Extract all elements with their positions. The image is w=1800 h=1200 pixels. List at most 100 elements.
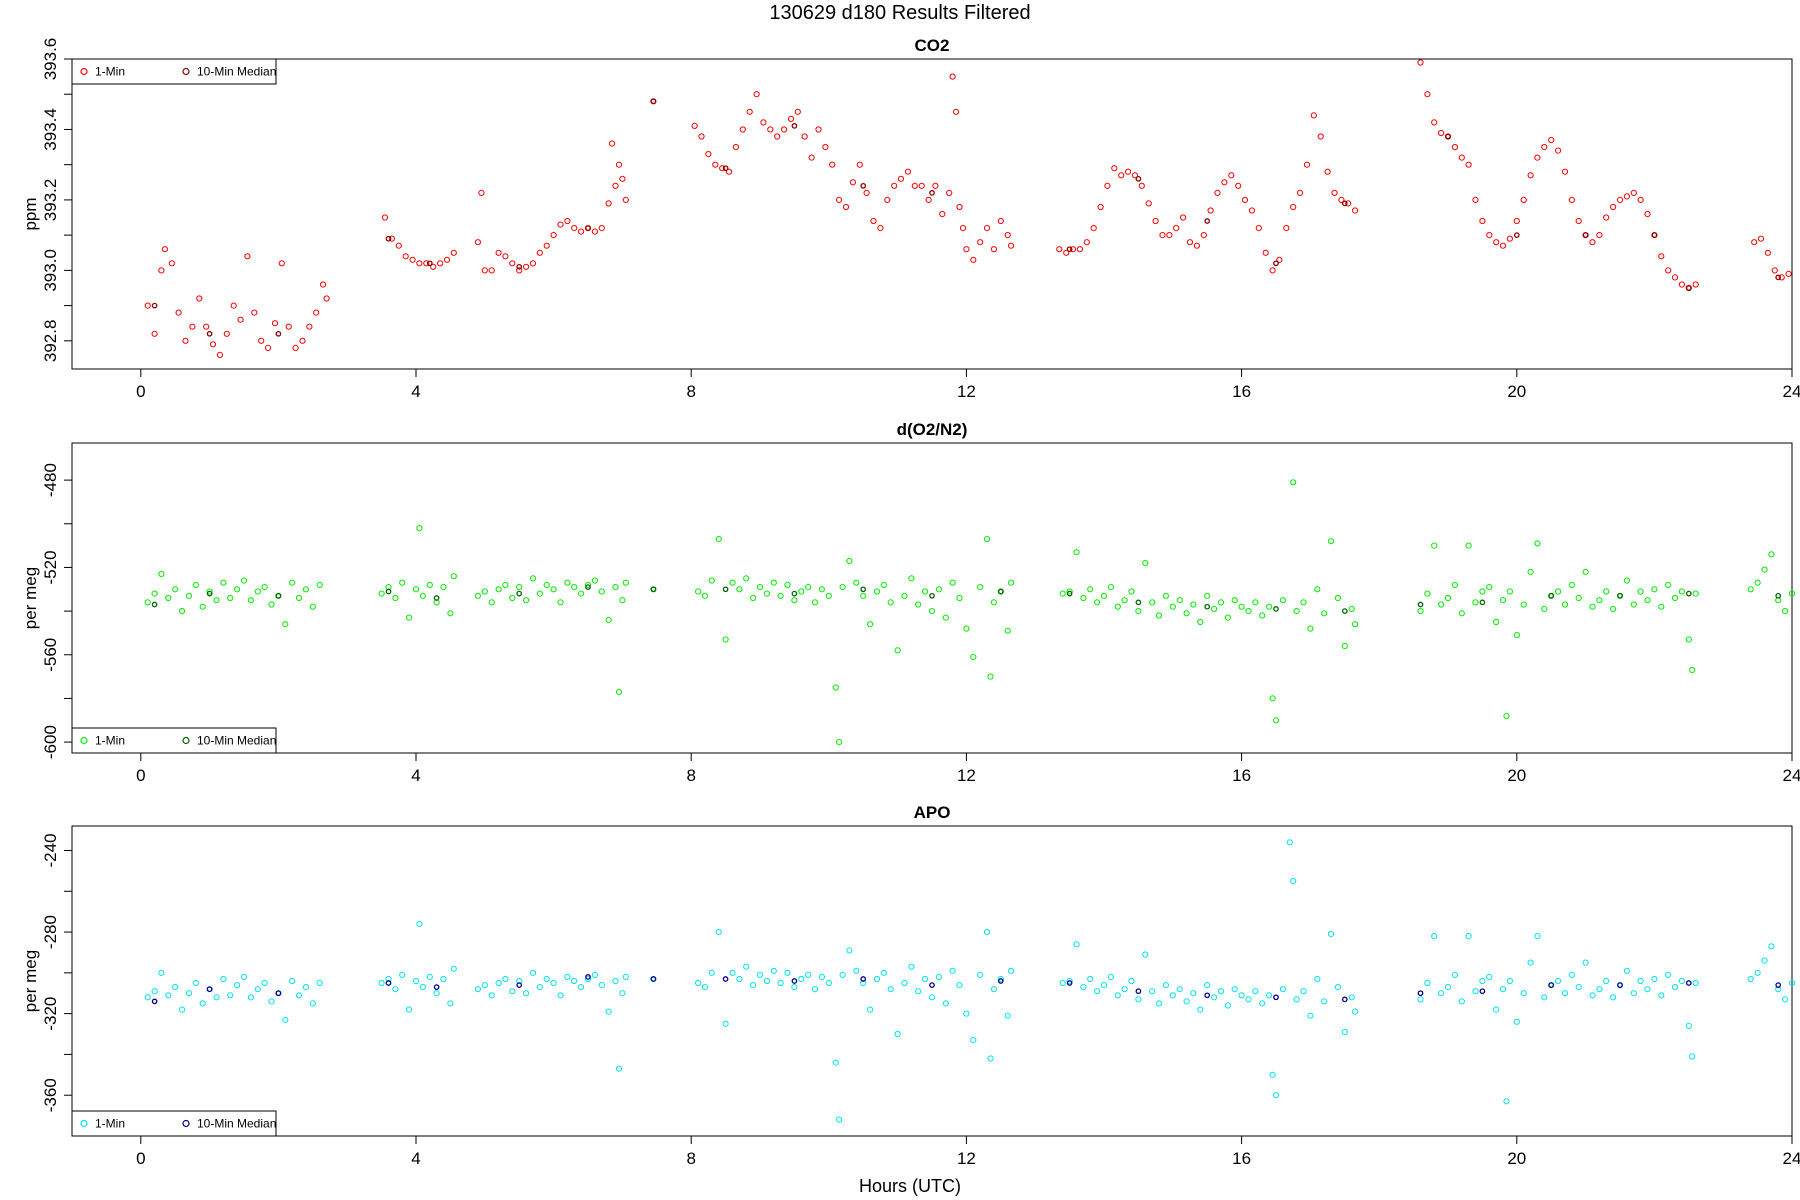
- data-point: [873, 975, 881, 983]
- data-point: [746, 108, 753, 115]
- legend-box: [71, 1110, 277, 1137]
- x-tick-label: 24: [1783, 1149, 1800, 1168]
- data-point: [990, 986, 998, 993]
- data-point: [1692, 590, 1699, 597]
- data-point: [1685, 980, 1692, 986]
- data-point: [320, 281, 327, 288]
- data-point: [880, 969, 887, 976]
- data-point: [1575, 594, 1582, 602]
- data-point: [1056, 246, 1063, 253]
- data-point: [918, 182, 925, 189]
- legend-marker: [80, 736, 88, 745]
- legend-marker: [80, 67, 88, 76]
- data-point: [1465, 161, 1472, 168]
- data-point: [1493, 1006, 1500, 1013]
- y-tick-label: 393.2: [41, 179, 60, 222]
- data-point: [1438, 990, 1445, 997]
- data-point: [1066, 980, 1073, 986]
- data-point: [1111, 165, 1118, 172]
- data-point: [725, 168, 733, 175]
- data-point: [891, 182, 898, 189]
- data-point: [949, 967, 956, 974]
- data-point: [1128, 977, 1135, 985]
- data-point: [1678, 281, 1686, 288]
- x-tick-label: 24: [1783, 766, 1800, 785]
- data-point: [1087, 975, 1094, 983]
- data-point: [722, 586, 729, 593]
- data-point: [777, 979, 784, 987]
- data-point: [1186, 239, 1194, 246]
- data-point: [1451, 144, 1459, 151]
- x-tick-label: 0: [136, 1149, 145, 1168]
- data-point: [1352, 1008, 1359, 1015]
- data-point: [908, 963, 915, 970]
- data-point: [1176, 986, 1183, 993]
- y-axis-label-o2n2: per meg: [21, 567, 40, 629]
- data-point: [158, 969, 165, 976]
- data-point: [805, 584, 812, 591]
- data-point: [1534, 933, 1541, 940]
- data-point: [1630, 601, 1637, 608]
- data-point: [206, 588, 213, 595]
- data-point: [591, 971, 599, 979]
- data-point: [770, 579, 777, 586]
- y-tick-label: -320: [41, 997, 60, 1031]
- data-point: [983, 929, 991, 936]
- data-point: [251, 309, 258, 316]
- data-point: [1107, 584, 1115, 591]
- data-point: [240, 973, 248, 981]
- data-point: [836, 196, 843, 203]
- data-point: [578, 590, 585, 597]
- data-point: [1458, 154, 1465, 161]
- data-point: [1224, 614, 1231, 621]
- data-point: [474, 592, 481, 599]
- data-point: [1293, 996, 1300, 1003]
- data-point: [1121, 986, 1128, 993]
- data-point: [509, 988, 516, 995]
- data-point: [426, 260, 433, 267]
- legend-apo: 1-Min 10-Min Median: [71, 1110, 277, 1137]
- data-point: [970, 1037, 977, 1044]
- data-point: [1472, 196, 1479, 203]
- data-point: [1637, 588, 1644, 595]
- data-point: [949, 579, 956, 586]
- data-point: [1173, 225, 1180, 232]
- data-point: [1665, 581, 1672, 589]
- data-point: [791, 590, 798, 597]
- data-point: [502, 253, 509, 260]
- data-point: [578, 228, 585, 235]
- data-point: [1417, 990, 1424, 997]
- data-point: [1513, 632, 1520, 639]
- data-point: [1269, 267, 1276, 274]
- data-point: [1665, 267, 1672, 274]
- data-point: [853, 967, 860, 974]
- data-point: [168, 260, 175, 267]
- data-point: [822, 144, 829, 151]
- data-point: [853, 579, 860, 586]
- data-point: [423, 260, 430, 267]
- data-point: [1142, 560, 1149, 567]
- data-point: [316, 581, 323, 589]
- data-point: [495, 249, 502, 256]
- data-point: [244, 253, 251, 260]
- data-point: [1238, 992, 1245, 999]
- data-point: [151, 988, 158, 995]
- series-co2-median: [151, 98, 1782, 337]
- data-point: [1658, 603, 1665, 610]
- data-point: [808, 154, 815, 161]
- data-point: [278, 260, 285, 267]
- data-point: [1472, 988, 1479, 995]
- data-point: [939, 210, 946, 218]
- data-point: [295, 594, 303, 602]
- data-point: [1582, 959, 1589, 966]
- data-point: [1788, 979, 1796, 987]
- x-tick-label: 20: [1507, 766, 1526, 785]
- data-point: [1286, 839, 1293, 846]
- data-point: [877, 225, 884, 232]
- data-point: [1561, 168, 1569, 175]
- data-point: [935, 973, 943, 981]
- data-point: [523, 263, 530, 270]
- data-point: [1527, 959, 1534, 966]
- x-tick-label: 8: [686, 1149, 695, 1168]
